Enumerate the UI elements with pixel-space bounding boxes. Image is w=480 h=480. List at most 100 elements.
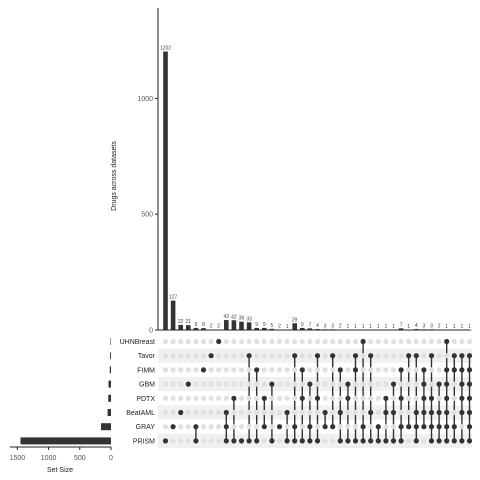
matrix-dot-active — [399, 424, 404, 429]
matrix-dot-active — [300, 438, 305, 443]
matrix-dot-inactive — [239, 382, 244, 387]
matrix-dot-active — [353, 367, 358, 372]
set-label: FIMM — [137, 367, 155, 374]
matrix-dot-inactive — [414, 367, 419, 372]
matrix-dot-inactive — [406, 367, 411, 372]
intersection-bar-value: 22 — [178, 319, 184, 325]
set-size-bar — [108, 395, 111, 402]
matrix-dot-inactive — [254, 424, 259, 429]
matrix-dot-inactive — [193, 367, 198, 372]
matrix-dot-active — [262, 424, 267, 429]
matrix-dot-active — [193, 438, 198, 443]
intersection-bar — [186, 325, 191, 330]
matrix-dot-inactive — [193, 396, 198, 401]
matrix-dot-inactive — [201, 353, 206, 358]
matrix-dot-inactive — [285, 339, 290, 344]
matrix-dot-inactive — [353, 396, 358, 401]
matrix-dot-active — [459, 396, 464, 401]
matrix-dot-inactive — [429, 339, 434, 344]
y-axis-title: Drugs across datasets — [111, 141, 118, 211]
matrix-dot-inactive — [231, 382, 236, 387]
matrix-dot-active — [467, 424, 472, 429]
matrix-dot-inactive — [277, 396, 282, 401]
matrix-dot-active — [300, 396, 305, 401]
matrix-dot-inactive — [239, 396, 244, 401]
matrix-dot-active — [330, 353, 335, 358]
matrix-dot-active — [391, 410, 396, 415]
matrix-dot-active — [269, 438, 274, 443]
matrix-dot-inactive — [467, 339, 472, 344]
set-size-tick-label: 0 — [109, 455, 113, 462]
matrix-dot-inactive — [178, 353, 183, 358]
matrix-dot-active — [292, 438, 297, 443]
matrix-dot-inactive — [444, 353, 449, 358]
set-size-bar — [108, 409, 111, 416]
matrix-dot-inactive — [300, 339, 305, 344]
set-size-bar — [109, 381, 111, 388]
matrix-dot-active — [414, 353, 419, 358]
matrix-dot-active — [391, 438, 396, 443]
matrix-dot-active — [421, 367, 426, 372]
y-tick-label: 0 — [149, 328, 153, 335]
matrix-dot-inactive — [186, 339, 191, 344]
matrix-dot-active — [285, 438, 290, 443]
intersection-bar-value: 43 — [224, 314, 230, 320]
intersection-bar-value: 9 — [195, 322, 198, 328]
matrix-dot-inactive — [216, 382, 221, 387]
set-size-tick-label: 1500 — [10, 455, 26, 462]
intersection-bar-value: 2 — [278, 324, 281, 330]
matrix-dot-inactive — [437, 339, 442, 344]
matrix-dot-active — [444, 382, 449, 387]
matrix-dot-active — [307, 382, 312, 387]
matrix-dot-inactive — [391, 367, 396, 372]
matrix-dot-inactive — [383, 424, 388, 429]
matrix-dot-inactive — [269, 353, 274, 358]
matrix-dot-inactive — [209, 424, 214, 429]
matrix-dot-inactive — [178, 339, 183, 344]
matrix-dot-inactive — [285, 396, 290, 401]
matrix-dot-active — [437, 424, 442, 429]
matrix-dot-inactive — [368, 339, 373, 344]
matrix-dot-active — [201, 367, 206, 372]
matrix-dot-inactive — [186, 367, 191, 372]
matrix-dot-inactive — [459, 339, 464, 344]
matrix-dot-inactive — [209, 339, 214, 344]
matrix-dot-active — [277, 424, 282, 429]
matrix-dot-active — [353, 353, 358, 358]
matrix-dot-inactive — [368, 424, 373, 429]
matrix-dot-inactive — [307, 396, 312, 401]
matrix-dot-active — [368, 353, 373, 358]
matrix-dot-inactive — [239, 353, 244, 358]
matrix-dot-inactive — [171, 438, 176, 443]
matrix-dot-active — [269, 382, 274, 387]
matrix-dot-inactive — [323, 396, 328, 401]
matrix-dot-active — [429, 424, 434, 429]
intersection-bar — [232, 320, 237, 330]
matrix-dot-inactive — [414, 382, 419, 387]
matrix-dot-inactive — [247, 382, 252, 387]
matrix-dot-active — [224, 424, 229, 429]
matrix-dot-active — [421, 410, 426, 415]
matrix-dot-active — [330, 424, 335, 429]
matrix-dot-inactive — [383, 339, 388, 344]
matrix-dot-inactive — [277, 339, 282, 344]
matrix-dot-active — [467, 382, 472, 387]
matrix-dot-inactive — [285, 367, 290, 372]
matrix-dot-inactive — [201, 396, 206, 401]
matrix-dot-inactive — [452, 396, 457, 401]
matrix-dot-inactive — [437, 396, 442, 401]
set-label: PRISM — [133, 438, 155, 445]
matrix-dot-inactive — [186, 410, 191, 415]
intersection-bar-value: 5 — [271, 323, 274, 329]
matrix-dot-inactive — [254, 410, 259, 415]
intersection-bar-value: 1202 — [160, 46, 171, 52]
matrix-dot-active — [231, 396, 236, 401]
set-size-axis: 1500 1000 500 0 — [10, 447, 113, 462]
matrix-dot-inactive — [353, 410, 358, 415]
matrix-dot-active — [437, 410, 442, 415]
matrix-dot-inactive — [300, 410, 305, 415]
matrix-dot-active — [361, 424, 366, 429]
matrix-dot-inactive — [429, 382, 434, 387]
matrix-dot-active — [452, 438, 457, 443]
matrix-dot-inactive — [178, 367, 183, 372]
